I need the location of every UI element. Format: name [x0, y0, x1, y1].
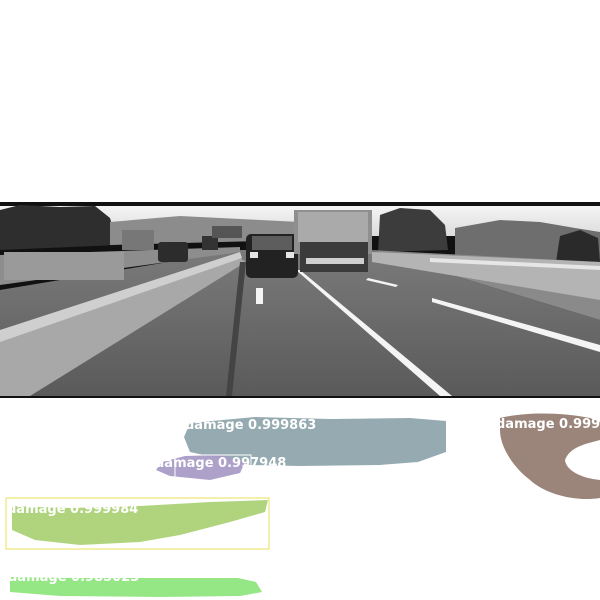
oncoming-car — [158, 242, 188, 262]
detection-label-5: damage 0.985023 — [8, 570, 140, 585]
barrier — [0, 258, 246, 396]
bbox-2 — [174, 454, 252, 483]
mask-3 — [500, 413, 600, 500]
mask-1 — [184, 417, 446, 466]
mask-5 — [10, 577, 262, 597]
detection-label-1: damage 0.999863 — [185, 418, 317, 433]
detection-label-4: damage 0.999984 — [7, 502, 139, 517]
trees-left — [0, 205, 118, 250]
truck — [294, 210, 372, 272]
mask-4 — [12, 500, 268, 545]
road-photo — [0, 202, 600, 398]
detection-label-3: damage 0.999 — [496, 417, 600, 432]
car — [246, 234, 298, 278]
trees-right — [378, 208, 448, 252]
mask-2 — [156, 455, 245, 480]
lane-line — [296, 270, 452, 396]
bbox-4 — [5, 497, 270, 550]
detection-label-2: damage 0.997948 — [155, 456, 287, 471]
